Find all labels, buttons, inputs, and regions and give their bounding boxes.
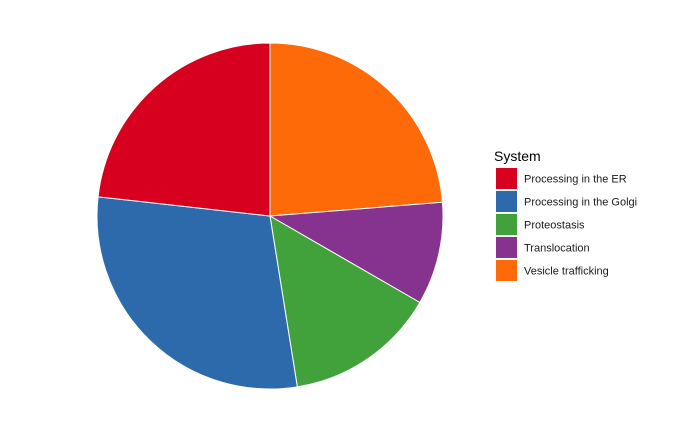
pie-slices [96, 42, 444, 390]
legend-key-processing-in-the-golgi [496, 191, 517, 212]
legend-key-vesicle-trafficking [496, 260, 517, 281]
pie-slice-processing-in-the-er [97, 42, 271, 217]
legend-label-proteostasis: Proteostasis [524, 220, 585, 232]
pie-slice-proteostasis [269, 215, 421, 388]
legend-title: System [494, 148, 541, 164]
legend-key-processing-in-the-er [496, 168, 517, 189]
legend-label-processing-in-the-er: Processing in the ER [524, 174, 627, 186]
pie-slice-vesicle-trafficking [269, 42, 443, 217]
legend-entries: Processing in the ER Processing in the Go… [496, 168, 637, 281]
legend-label-vesicle-trafficking: Vesicle trafficking [524, 266, 609, 278]
legend-label-translocation: Translocation [524, 243, 590, 255]
pie-slice-processing-in-the-golgi [96, 196, 298, 390]
legend-key-proteostasis [496, 214, 517, 235]
pie-slice-translocation [268, 201, 444, 304]
legend-label-processing-in-the-golgi: Processing in the Golgi [524, 197, 637, 209]
legend-key-translocation [496, 237, 517, 258]
